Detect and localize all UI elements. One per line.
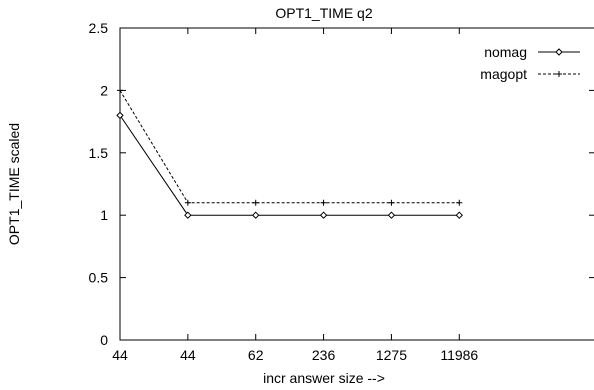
series-nomag: [116, 111, 463, 219]
diamond-marker: [116, 111, 124, 120]
x-tick-label: 44: [180, 347, 196, 363]
series-line-magopt: [119, 90, 460, 204]
x-axis: 44 44 62 236 1275 11986: [112, 28, 478, 363]
x-tick-label: 236: [312, 347, 336, 363]
x-tick-label: 44: [112, 347, 128, 363]
y-tick-label: 2.5: [89, 20, 109, 36]
plus-marker: [556, 71, 562, 77]
y-axis: 0 0.5 1 1.5 2 2.5: [89, 20, 594, 348]
legend-label: nomag: [484, 44, 527, 60]
y-tick-label: 2: [100, 82, 108, 98]
diamond-marker: [184, 211, 192, 219]
series-magopt: [117, 87, 463, 206]
diamond-marker: [319, 211, 328, 219]
legend: nomag magopt: [480, 44, 580, 82]
series-layer: [116, 87, 463, 219]
plus-marker: [320, 199, 327, 206]
x-tick-label: 62: [248, 347, 264, 363]
x-tick-label: 11986: [440, 347, 478, 363]
y-tick-label: 1: [100, 207, 108, 223]
diamond-marker: [252, 211, 260, 219]
series-line-nomag: [119, 115, 460, 216]
y-tick-label: 0.5: [89, 270, 109, 286]
plus-marker: [388, 199, 395, 206]
chart-title: OPT1_TIME q2: [275, 5, 372, 21]
diamond-marker: [455, 211, 463, 219]
plus-marker: [456, 199, 463, 206]
legend-label: magopt: [480, 66, 527, 82]
plus-marker: [117, 87, 123, 94]
x-tick-label: 1275: [376, 347, 407, 363]
diamond-marker: [555, 48, 563, 56]
y-axis-label: OPT1_TIME scaled: [6, 123, 22, 245]
y-tick-label: 0: [100, 332, 108, 348]
plus-marker: [184, 199, 191, 206]
plot-frame: [119, 27, 594, 341]
plus-marker: [252, 199, 259, 206]
y-tick-label: 1.5: [89, 145, 109, 161]
diamond-marker: [387, 211, 396, 219]
x-axis-label: incr answer size -->: [263, 370, 385, 386]
